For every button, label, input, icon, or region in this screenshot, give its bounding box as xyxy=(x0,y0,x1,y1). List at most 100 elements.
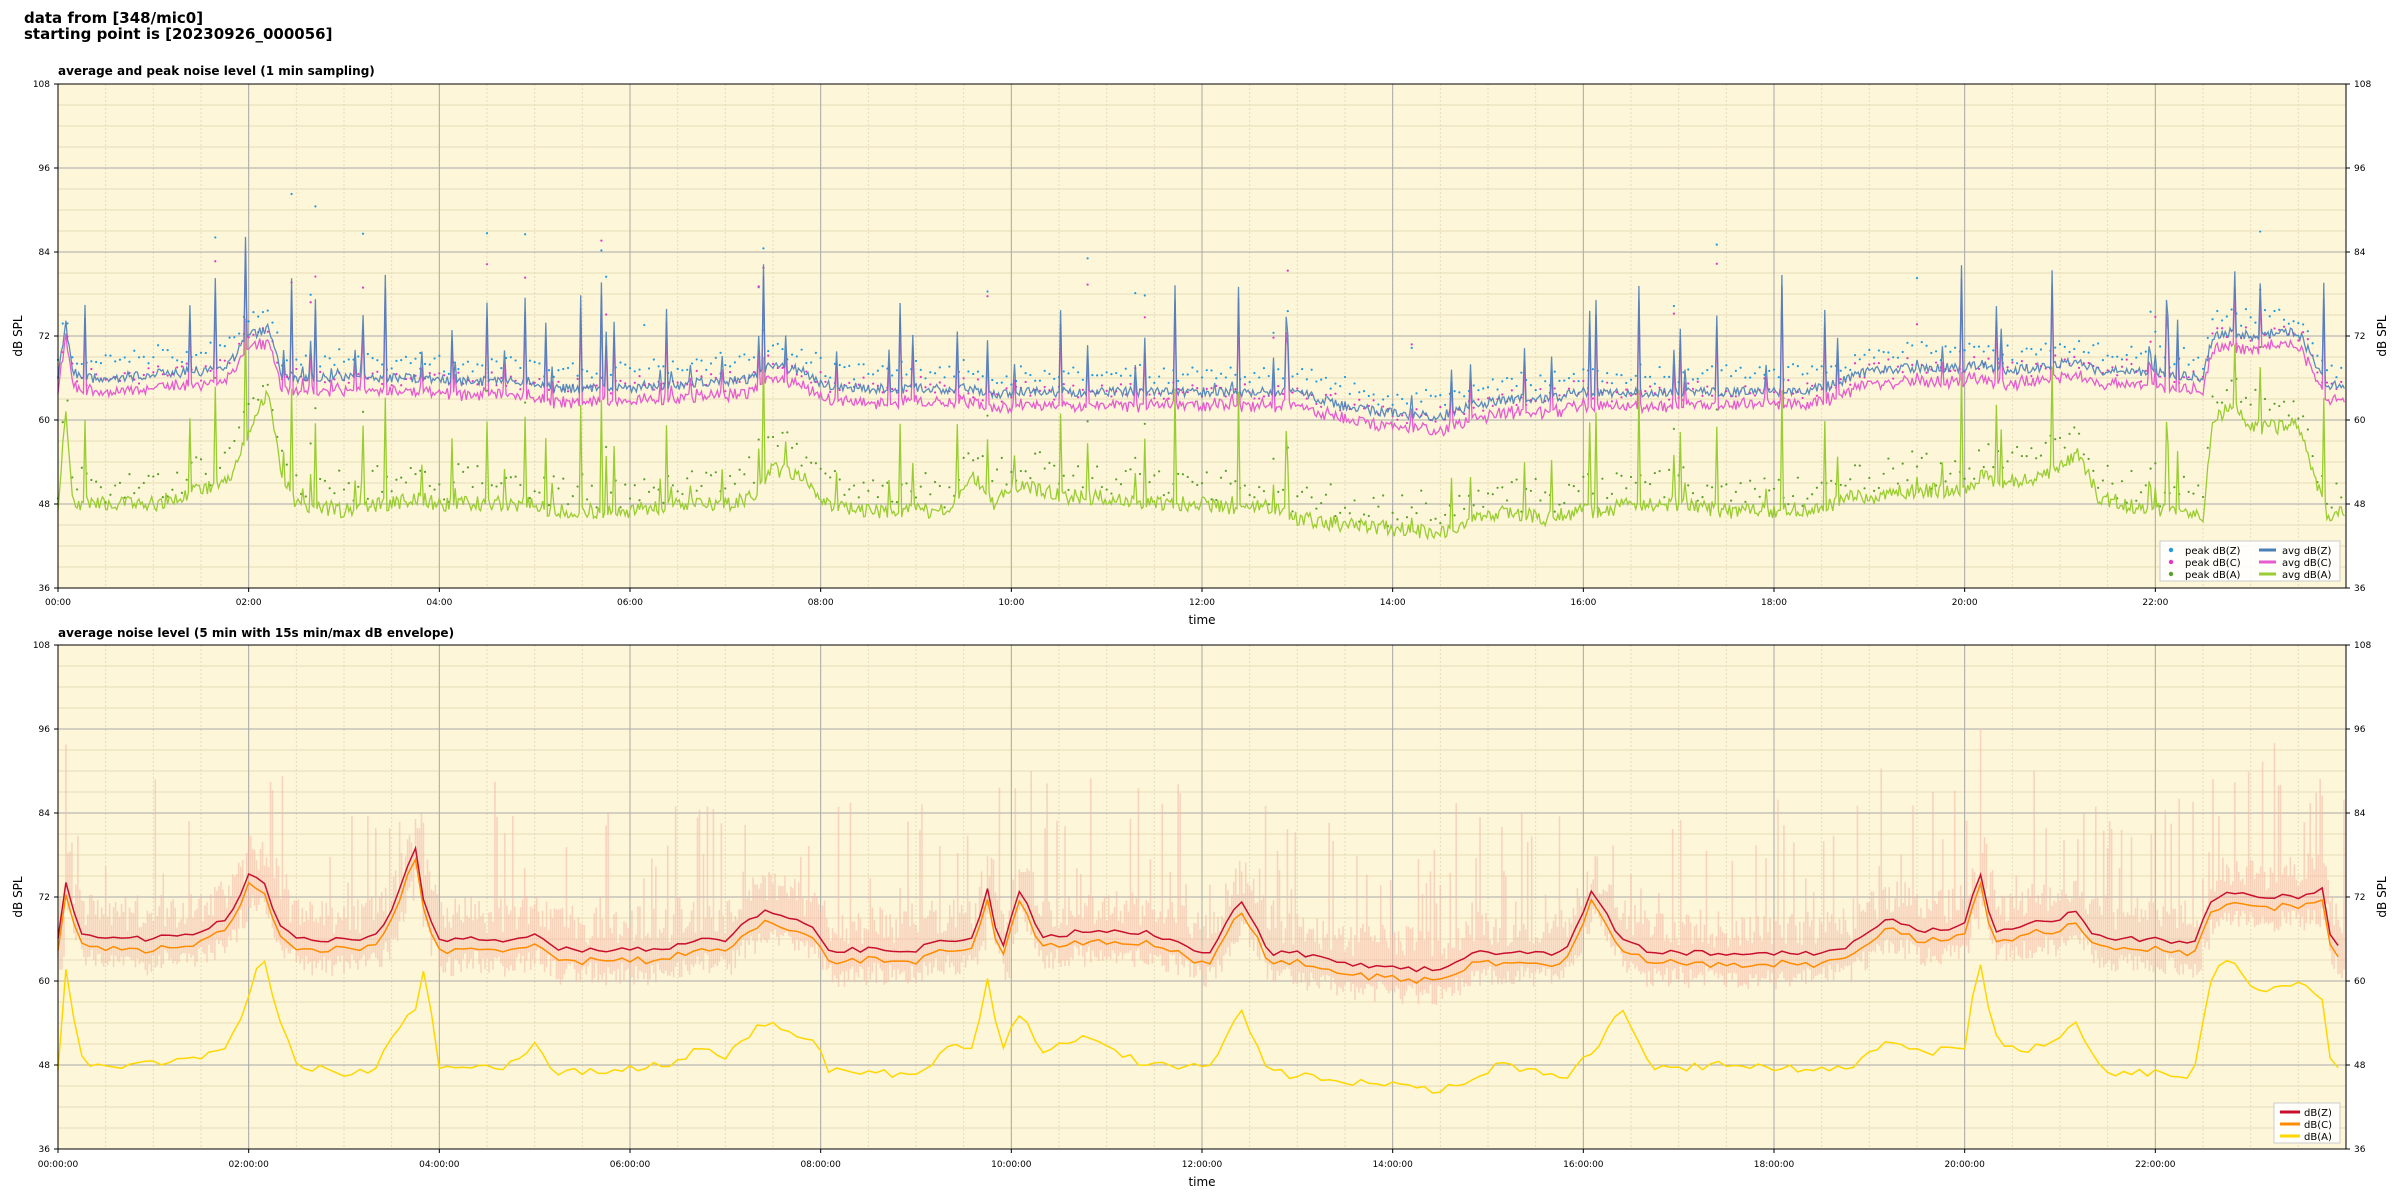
peak-dbz-point xyxy=(514,359,517,362)
peak-dba-point xyxy=(147,474,150,477)
peak-dba-point xyxy=(2311,454,2314,458)
peak-dba-point xyxy=(1839,483,1842,487)
peak-dbc-point xyxy=(1653,392,1656,395)
peak-dbz-point xyxy=(776,342,779,345)
peak-dba-point xyxy=(1067,488,1070,492)
peak-dbz-point xyxy=(1005,375,1008,378)
peak-dba-point xyxy=(1424,502,1428,505)
peak-dbc-point xyxy=(1382,405,1385,408)
peak-dbz-point xyxy=(729,365,732,368)
peak-dba-point xyxy=(1429,518,1432,522)
peak-dba-point xyxy=(1486,492,1490,495)
peak-dbc-point xyxy=(1296,387,1299,390)
peak-dbc-point xyxy=(1081,388,1084,392)
peak-dbc-point xyxy=(1877,362,1880,365)
peak-dbz-point xyxy=(1367,394,1370,398)
peak-dbz-point xyxy=(705,368,708,371)
peak-dba-point xyxy=(1005,483,1008,486)
peak-dbz-point xyxy=(2144,350,2147,353)
peak-dbz-point xyxy=(214,236,217,239)
peak-dbc-point xyxy=(600,239,603,242)
peak-dba-point xyxy=(1601,477,1604,480)
y-tick-label-left: 84 xyxy=(39,248,51,258)
peak-dbz-point xyxy=(309,293,312,296)
y-tick-label-left: 72 xyxy=(39,893,50,903)
peak-dba-point xyxy=(1515,478,1518,481)
peak-dba-point xyxy=(252,397,255,400)
peak-dbz-point xyxy=(366,352,369,356)
peak-dbc-point xyxy=(2116,374,2119,377)
peak-dbc-point xyxy=(1272,336,1275,339)
peak-dbz-point xyxy=(1110,373,1113,376)
x-tick-label: 18:00 xyxy=(1761,598,1787,608)
peak-dba-point xyxy=(1138,472,1142,476)
peak-dbc-point xyxy=(1811,384,1814,387)
peak-dbz-point xyxy=(2154,330,2157,333)
peak-dba-point xyxy=(514,475,517,478)
peak-dbz-point xyxy=(1973,345,1976,348)
peak-dbz-point xyxy=(1229,366,1232,369)
peak-dbz-point xyxy=(1749,376,1752,379)
peak-dbz-point xyxy=(471,370,474,373)
peak-dbz-point xyxy=(1849,368,1852,371)
peak-dba-point xyxy=(1043,467,1046,470)
peak-dbc-point xyxy=(862,376,865,379)
peak-dbz-point xyxy=(109,354,112,357)
peak-dbz-point xyxy=(1458,391,1461,394)
peak-dbz-point xyxy=(1124,367,1127,370)
peak-dbz-point xyxy=(2201,367,2205,370)
peak-dbc-point xyxy=(981,399,984,402)
peak-dbz-point xyxy=(1534,388,1537,392)
peak-dbz-point xyxy=(662,365,665,368)
peak-dbz-point xyxy=(1062,370,1065,373)
peak-dbc-point xyxy=(137,382,141,385)
peak-dbz-point xyxy=(1520,371,1523,374)
peak-dba-point xyxy=(433,488,436,491)
peak-dbz-point xyxy=(1830,365,1833,368)
y-axis-label-left: dB SPL xyxy=(11,315,25,357)
peak-dbz-point xyxy=(1544,380,1547,383)
peak-dbc-point xyxy=(1253,397,1256,400)
y-tick-label-right: 36 xyxy=(2354,1145,2366,1155)
peak-dbz-point xyxy=(1601,380,1604,383)
peak-dba-point xyxy=(1691,492,1695,495)
peak-dbz-point xyxy=(2220,319,2224,322)
plot-title: average and peak noise level (1 min samp… xyxy=(58,64,375,78)
peak-dbz-point xyxy=(223,345,226,348)
peak-dba-point xyxy=(2063,446,2066,449)
peak-dba-point xyxy=(1687,484,1690,487)
peak-dbz-point xyxy=(709,362,713,365)
peak-dba-point xyxy=(443,498,446,501)
peak-dba-point xyxy=(495,485,498,488)
peak-dba-point xyxy=(2173,486,2176,489)
x-tick-label: 00:00 xyxy=(45,598,71,608)
peak-dbz-point xyxy=(395,359,398,363)
peak-dba-point xyxy=(624,483,627,486)
peak-dbz-point xyxy=(509,356,512,359)
peak-dbz-point xyxy=(261,310,265,314)
peak-dbc-point xyxy=(1038,389,1042,392)
peak-dbc-point xyxy=(738,380,741,384)
peak-dba-point xyxy=(309,442,312,445)
peak-dbc-point xyxy=(1510,389,1513,392)
peak-dba-point xyxy=(1777,478,1780,481)
peak-dba-point xyxy=(743,473,746,476)
peak-dbc-point xyxy=(2035,362,2038,365)
peak-dbc-point xyxy=(457,371,460,374)
peak-dbz-point xyxy=(409,361,412,365)
peak-dba-point xyxy=(290,371,293,374)
peak-dbz-point xyxy=(1491,378,1494,381)
peak-dbc-point xyxy=(490,371,493,374)
peak-dbz-point xyxy=(2092,344,2095,347)
peak-dbc-point xyxy=(1029,394,1032,397)
peak-dbz-point xyxy=(1791,363,1795,366)
peak-dba-point xyxy=(605,445,608,449)
peak-dbz-point xyxy=(447,372,450,375)
peak-dba-point xyxy=(1272,457,1275,460)
peak-dbz-point xyxy=(99,361,102,365)
peak-dbz-point xyxy=(1034,379,1037,382)
x-tick-label: 04:00 xyxy=(426,598,452,608)
y-tick-label-right: 48 xyxy=(2354,500,2366,510)
peak-dbc-point xyxy=(576,377,579,381)
peak-dbz-point xyxy=(1205,369,1208,372)
